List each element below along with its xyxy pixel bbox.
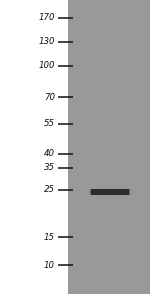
Text: 10: 10 <box>44 260 55 270</box>
Text: 35: 35 <box>44 163 55 173</box>
Text: 15: 15 <box>44 233 55 241</box>
FancyBboxPatch shape <box>90 189 129 195</box>
Text: 40: 40 <box>44 150 55 158</box>
Text: 170: 170 <box>39 14 55 23</box>
Text: 25: 25 <box>44 186 55 195</box>
Text: 100: 100 <box>39 61 55 71</box>
Text: 55: 55 <box>44 119 55 128</box>
Bar <box>68 0 150 294</box>
Text: 70: 70 <box>44 93 55 101</box>
Text: 130: 130 <box>39 38 55 46</box>
